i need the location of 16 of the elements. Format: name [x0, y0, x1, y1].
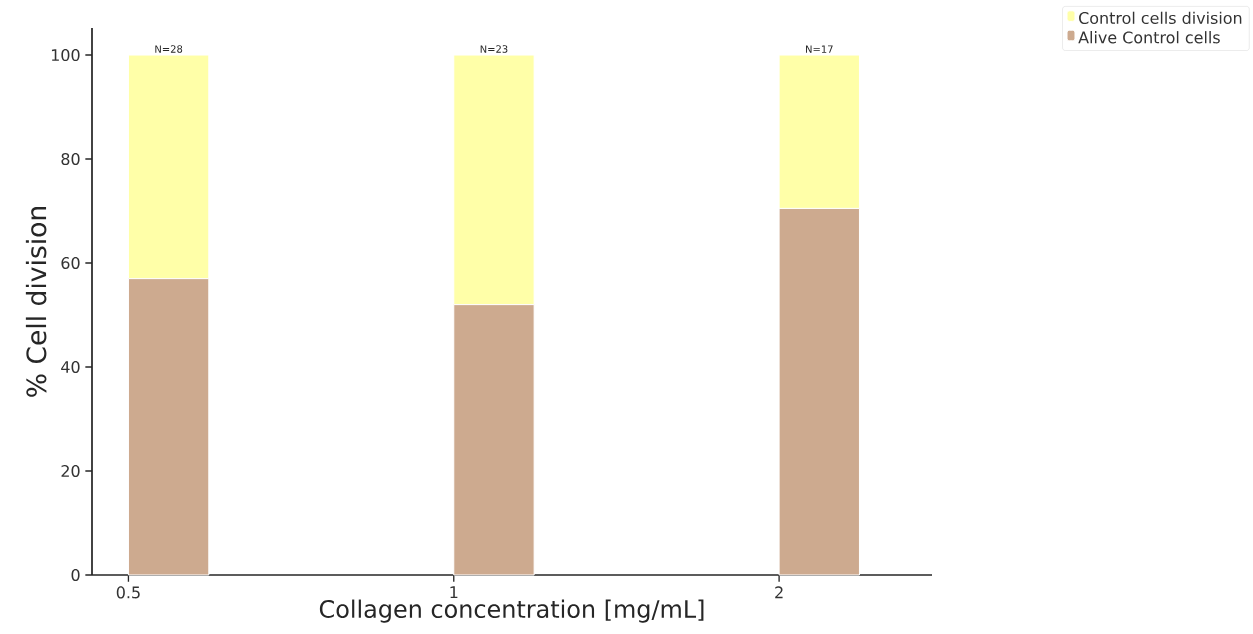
annotation: N=28: [155, 45, 183, 53]
y-tick-label: 80: [61, 152, 80, 166]
y-tick-label: 20: [61, 464, 80, 478]
y-axis-title: % Cell division: [25, 207, 47, 397]
x-tick-label: 1: [450, 586, 458, 598]
legend-label: Alive Control cells: [1078, 31, 1220, 44]
y-tick-label: 0: [71, 568, 80, 582]
y-tick-label: 40: [61, 360, 80, 374]
x-tick-label: 2: [775, 586, 783, 599]
y-tick-label: 60: [61, 256, 80, 270]
y-tick-label: 100: [51, 49, 80, 62]
x-axis-title: Collagen concentration [mg/mL]: [319, 599, 704, 623]
x-tick-label: 0.5: [116, 586, 140, 599]
annotation: N=17: [806, 45, 833, 53]
annotation: N=23: [480, 45, 508, 53]
legend-label: Control cells division: [1079, 11, 1242, 25]
